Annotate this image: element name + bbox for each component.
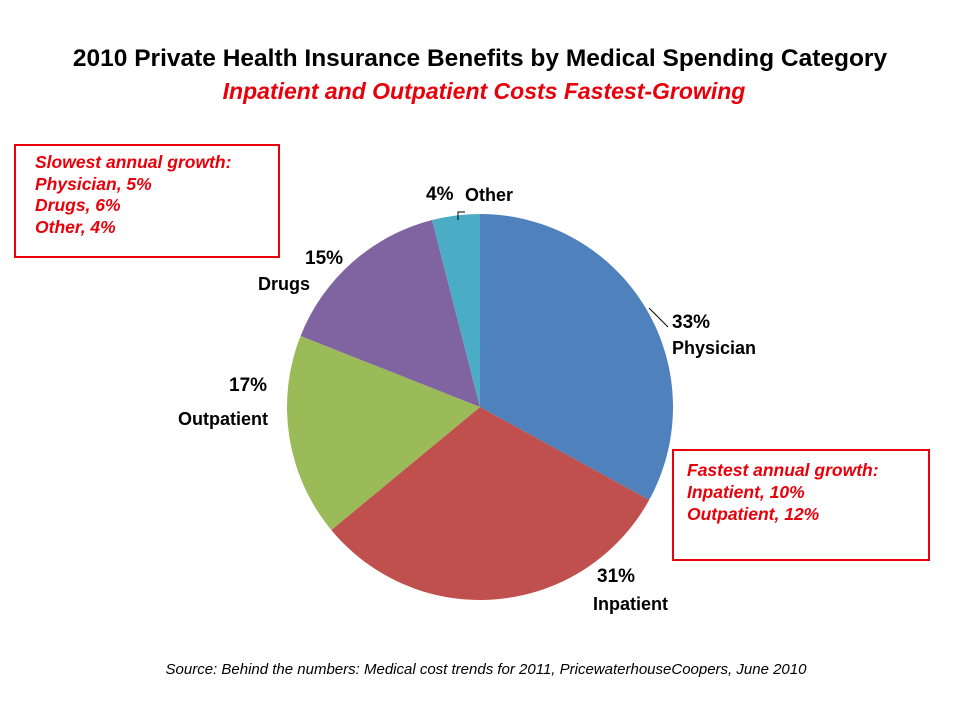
slide: 2010 Private Health Insurance Benefits b… bbox=[0, 0, 960, 720]
callout-fastest-heading: Fastest annual growth: bbox=[687, 459, 928, 481]
pie-chart: 33% Physician 31% Inpatient 17% Outpatie… bbox=[0, 0, 960, 720]
slice-label-inpatient-name: Inpatient bbox=[593, 594, 668, 614]
slice-label-outpatient-percent: 17% bbox=[229, 375, 267, 396]
slice-label-physician-percent: 33% bbox=[672, 312, 710, 333]
callout-fastest-line: Inpatient, 10% bbox=[687, 481, 928, 503]
source-note: Source: Behind the numbers: Medical cost… bbox=[0, 661, 960, 678]
slice-label-other-name: Other bbox=[465, 185, 513, 205]
slice-label-inpatient-percent: 31% bbox=[597, 566, 635, 587]
slice-label-physician-name: Physician bbox=[672, 338, 756, 358]
slice-label-drugs-name: Drugs bbox=[258, 274, 310, 294]
slice-label-outpatient-name: Outpatient bbox=[178, 409, 268, 429]
callout-fastest-line: Outpatient, 12% bbox=[687, 503, 928, 525]
callout-fastest-growth: Fastest annual growth: Inpatient, 10% Ou… bbox=[672, 449, 930, 561]
slice-label-other-percent: 4% bbox=[426, 184, 454, 205]
slice-label-drugs-percent: 15% bbox=[305, 248, 343, 269]
pie-slices bbox=[287, 214, 673, 600]
